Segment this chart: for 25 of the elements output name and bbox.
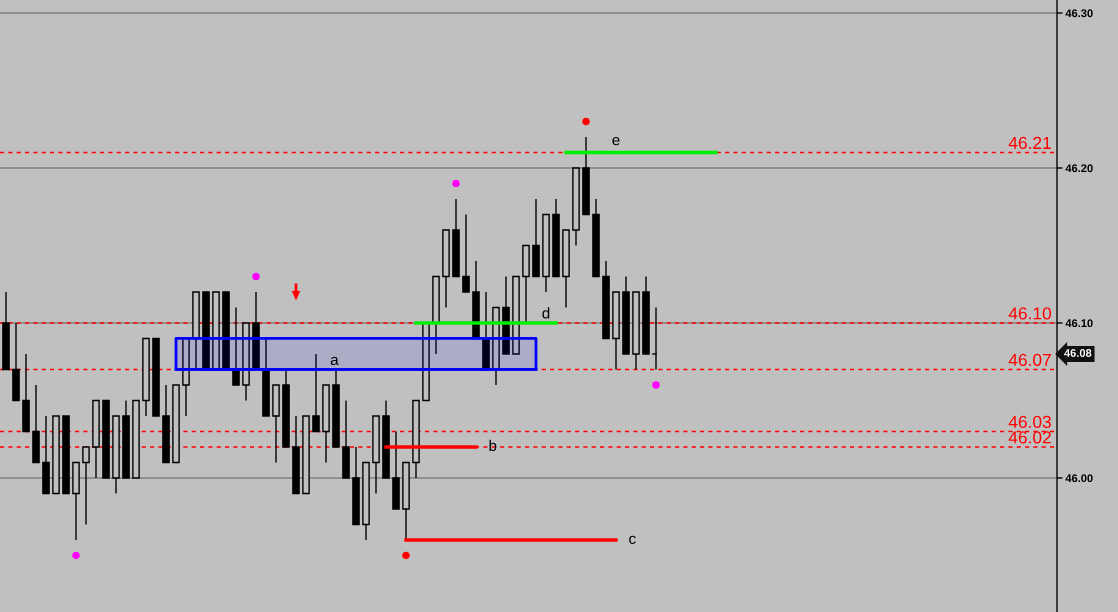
series-label: e [612,136,620,146]
point [452,179,460,188]
point [72,551,80,560]
candlestick [462,213,470,293]
y-tick-label: 46.30 [1065,9,1093,18]
ref-line-label: 46.03 [1008,415,1051,429]
series-label: c [629,535,636,545]
series-label: d [542,307,550,319]
ref-line-label: 46.07 [1008,353,1051,367]
candlestick [232,306,240,386]
series-label: a [330,356,339,366]
point [652,381,660,389]
y-tick-label: 46.00 [1065,474,1093,483]
ref-line-label: 46.02 [1008,431,1051,444]
point [582,117,590,126]
ref-line-label: 46.21 [1008,136,1051,150]
ref-line-label: 46.10 [1008,307,1052,320]
point [252,272,260,281]
y-tick-label: 46.10 [1065,319,1093,328]
series-label: b [489,439,497,452]
point [402,551,410,560]
y-tick-label: 46.20 [1065,164,1093,173]
candlestick [312,353,320,433]
candlestick [82,446,90,526]
text: 46.08 [1064,349,1092,357]
